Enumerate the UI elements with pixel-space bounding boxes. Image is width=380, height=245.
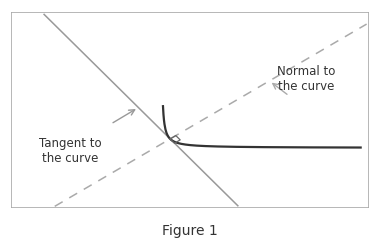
Text: Normal to
the curve: Normal to the curve xyxy=(277,65,336,93)
Text: Tangent to
the curve: Tangent to the curve xyxy=(39,137,102,165)
Text: Figure 1: Figure 1 xyxy=(162,224,218,238)
